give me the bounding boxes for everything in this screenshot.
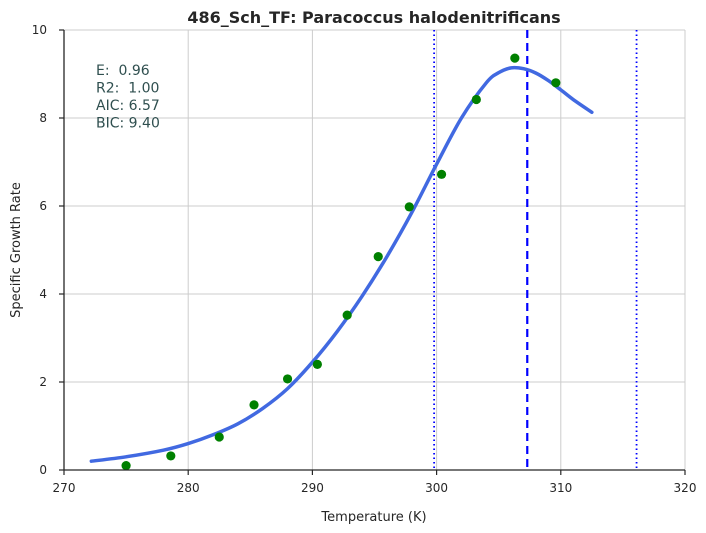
x-ticks: 270 280 290 300 310 320	[53, 470, 697, 495]
data-point	[249, 400, 259, 410]
data-point	[510, 53, 520, 63]
data-point	[312, 359, 322, 369]
reference-lines	[433, 30, 638, 470]
data-point	[166, 451, 176, 461]
data-points	[121, 53, 561, 471]
stat-line: E: 0.96	[96, 63, 150, 79]
stat-line: BIC: 9.40	[96, 116, 160, 132]
data-point	[214, 432, 224, 442]
x-tick-label: 270	[53, 481, 76, 495]
data-point	[121, 461, 131, 471]
stat-line: AIC: 6.57	[96, 98, 160, 114]
x-axis-label: Temperature (K)	[320, 510, 426, 525]
data-point	[373, 252, 383, 262]
x-tick-label: 300	[425, 481, 448, 495]
x-tick-label: 290	[301, 481, 324, 495]
y-tick-label: 0	[39, 463, 47, 477]
y-tick-label: 8	[39, 111, 47, 125]
y-tick-label: 10	[32, 23, 47, 37]
axes	[63, 30, 685, 471]
data-point	[471, 94, 481, 105]
y-axis-label: Specific Growth Rate	[9, 182, 24, 318]
x-tick-label: 280	[177, 481, 200, 495]
x-tick-label: 320	[674, 481, 697, 495]
y-tick-label: 6	[39, 199, 47, 213]
fit-curve	[89, 65, 594, 463]
stat-line: R2: 1.00	[96, 81, 159, 97]
x-tick-label: 310	[549, 481, 572, 495]
y-tick-label: 4	[39, 287, 47, 301]
chart-title: 486_Sch_TF: Paracoccus halodenitrificans	[187, 8, 560, 27]
data-point	[342, 310, 352, 320]
data-point	[404, 202, 414, 212]
data-point	[551, 78, 561, 88]
data-point	[436, 169, 447, 179]
data-point	[282, 374, 293, 384]
y-tick-label: 2	[39, 375, 47, 389]
y-ticks: 0 2 4 6 8 10	[32, 23, 64, 477]
